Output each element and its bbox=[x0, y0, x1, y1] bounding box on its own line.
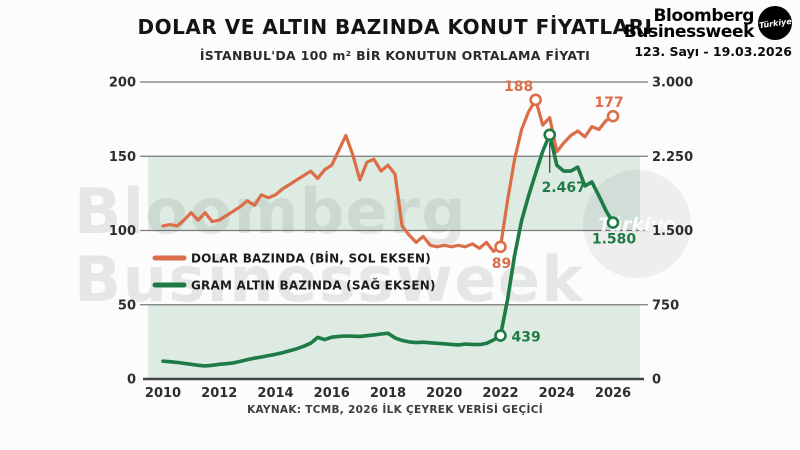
x-axis-tick-label: 2022 bbox=[482, 386, 518, 401]
right-axis-tick-label: 1.500 bbox=[652, 224, 693, 239]
brand-line2: Businessweek bbox=[623, 22, 755, 43]
annotation-label: 177 bbox=[594, 95, 623, 111]
x-axis-tick-label: 2026 bbox=[595, 386, 631, 401]
watermark-circle bbox=[583, 170, 691, 278]
data-point-marker bbox=[494, 240, 507, 254]
legend-label: GRAM ALTIN BAZINDA (SAĞ EKSEN) bbox=[191, 278, 436, 293]
gold-series-line bbox=[161, 133, 615, 368]
turkiye-badge-label: Türkiye bbox=[758, 16, 792, 30]
right-axis-tick-label: 0 bbox=[652, 373, 661, 388]
annotation-label: 1.580 bbox=[592, 232, 637, 248]
data-point-marker bbox=[606, 109, 620, 123]
turkiye-badge: Türkiye bbox=[758, 6, 792, 40]
right-axis-tick-label: 750 bbox=[652, 298, 679, 313]
left-axis-tick-label: 0 bbox=[127, 373, 136, 388]
annotation-label: 2.467 bbox=[542, 180, 586, 196]
brand-line1: Bloomberg bbox=[653, 6, 754, 26]
x-axis-tick-label: 2014 bbox=[257, 386, 293, 401]
chart-title: DOLAR VE ALTIN BAZINDA KONUT FİYATLARI bbox=[137, 15, 653, 39]
watermark-line2: Businessweek bbox=[74, 243, 584, 316]
data-point-marker bbox=[543, 128, 557, 142]
annotation-label: 89 bbox=[492, 256, 511, 272]
left-axis-tick-label: 100 bbox=[109, 224, 136, 239]
issue-date: 123. Sayı - 19.03.2026 bbox=[634, 43, 792, 59]
x-axis-tick-label: 2012 bbox=[201, 386, 237, 401]
right-axis-tick-label: 2.250 bbox=[652, 150, 693, 165]
x-axis-tick-label: 2010 bbox=[145, 386, 181, 401]
brand-wordmark: Bloomberg Businessweek bbox=[623, 6, 755, 43]
x-axis-tick-label: 2018 bbox=[370, 386, 406, 401]
annotation-label: 439 bbox=[512, 330, 541, 346]
left-axis-tick-label: 150 bbox=[109, 150, 136, 165]
masthead: Bloomberg Businessweek Türkiye 123. Sayı… bbox=[624, 6, 792, 59]
x-axis-tick-label: 2016 bbox=[314, 386, 350, 401]
left-axis-tick-label: 200 bbox=[109, 76, 136, 91]
data-point-marker bbox=[494, 329, 507, 342]
right-axis-tick-label: 3.000 bbox=[652, 76, 693, 91]
chart-subtitle: İSTANBUL'DA 100 m² BİR KONUTUN ORTALAMA … bbox=[199, 48, 591, 63]
bloomberg-businessweek-logo: Bloomberg Businessweek Türkiye bbox=[624, 6, 792, 41]
x-axis-tick-label: 2020 bbox=[426, 386, 462, 401]
left-axis-tick-label: 50 bbox=[118, 298, 136, 313]
x-axis-tick-label: 2024 bbox=[539, 386, 575, 401]
dollar-series-line bbox=[161, 98, 615, 253]
source-note: KAYNAK: TCMB, 2026 İLK ÇEYREK VERİSİ GEÇ… bbox=[247, 404, 543, 416]
legend-label: DOLAR BAZINDA (BİN, SOL EKSEN) bbox=[191, 251, 431, 266]
data-point-marker bbox=[606, 216, 620, 229]
data-point-marker bbox=[529, 93, 542, 107]
annotation-label: 188 bbox=[504, 79, 533, 95]
plot-band bbox=[148, 156, 640, 231]
plot-band bbox=[148, 304, 640, 379]
